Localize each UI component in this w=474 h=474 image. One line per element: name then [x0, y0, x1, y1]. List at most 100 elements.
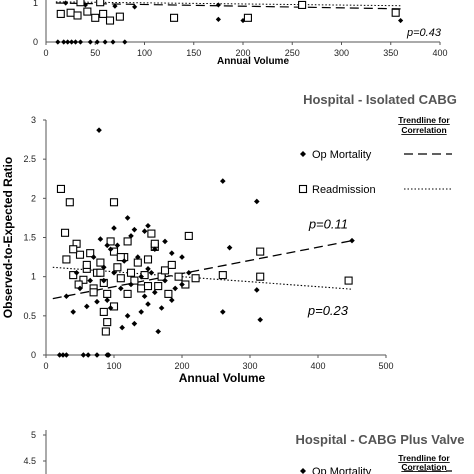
- x-tick-label: 0: [43, 361, 48, 371]
- top-readmission-point: [298, 0, 307, 10]
- top-mortality-point: [215, 16, 221, 22]
- x-axis-label: Annual Volume: [179, 371, 266, 385]
- mortality-point: [119, 324, 125, 331]
- bottom-title: Hospital - CABG Plus Valve: [295, 432, 464, 447]
- y-tick-label: 2: [31, 193, 36, 203]
- readmission-point: [256, 247, 265, 256]
- x-tick-label: 100: [106, 361, 121, 371]
- top-readmission-point: [391, 8, 400, 17]
- mortality-point: [141, 293, 148, 300]
- mortality-point: [152, 289, 158, 296]
- x-tick-label: 400: [310, 361, 325, 371]
- mortality-point: [169, 250, 175, 256]
- bottom-legend-mortality-label: Op Mortality: [312, 466, 372, 474]
- mortality-point: [145, 222, 151, 229]
- mortality-point: [145, 301, 151, 307]
- legend-header-line1: Trendline for: [398, 115, 450, 125]
- mortality-point: [60, 352, 66, 358]
- top-readmission-point: [56, 9, 65, 18]
- readmission-point: [126, 268, 136, 277]
- top-readmission-point: [83, 7, 92, 16]
- mortality-point: [121, 258, 127, 264]
- mortality-point: [179, 254, 185, 260]
- mortality-point: [85, 352, 91, 358]
- mortality-point: [96, 127, 102, 133]
- y-tick-label: 1.5: [23, 233, 36, 243]
- x-tick-label: 300: [242, 361, 257, 371]
- y-tick-label: 2.5: [23, 154, 36, 164]
- top-mortality-point: [132, 4, 138, 10]
- readmission-point: [116, 253, 125, 262]
- readmission-point: [164, 289, 173, 298]
- mortality-point: [84, 303, 90, 310]
- top-mortality-point: [55, 39, 61, 45]
- mortality-point: [63, 293, 70, 300]
- bottom-y-tick-label: 4.5: [23, 456, 36, 466]
- mortality-point: [77, 285, 83, 292]
- readmission-point: [60, 228, 70, 237]
- readmission-point: [56, 184, 66, 193]
- top-mortality-point: [65, 39, 71, 45]
- readmission-point: [143, 282, 153, 291]
- mortality-point: [186, 269, 192, 276]
- readmission-point: [82, 260, 91, 269]
- legend-header-line2: Correlation: [401, 125, 446, 135]
- top-x-tick-label: 350: [383, 48, 398, 58]
- top-mortality-point: [69, 39, 75, 45]
- readmission-point: [109, 198, 119, 207]
- bottom-legend-header-line1: Trendline for: [398, 453, 450, 463]
- bottom-y-tick-label: 5: [31, 430, 36, 440]
- readmission-point: [69, 245, 78, 254]
- top-readmission-point: [96, 0, 105, 7]
- mortality-point: [128, 233, 134, 239]
- mortality-point: [124, 313, 131, 319]
- readmission-point: [143, 255, 153, 264]
- readmission-point: [174, 272, 183, 281]
- top-mortality-point: [112, 3, 118, 9]
- mortality-point: [87, 277, 93, 284]
- top-mortality-point: [94, 39, 100, 45]
- legend-mortality-marker: [300, 151, 306, 157]
- y-tick-label: 0: [31, 350, 36, 360]
- top-x-tick-label: 0: [43, 48, 48, 58]
- mortality-point: [107, 305, 114, 311]
- mortality-point: [80, 352, 87, 358]
- mortality-point: [179, 281, 185, 288]
- top-mortality-point: [72, 39, 79, 45]
- readmission-point: [86, 249, 95, 258]
- top-readmission-point: [243, 13, 252, 22]
- top-mortality-trendline: [55, 2, 401, 10]
- mortality-point: [148, 269, 155, 276]
- top-mortality-point: [87, 39, 93, 45]
- top-readmission-point: [66, 8, 75, 17]
- mortality-point: [104, 297, 110, 303]
- top-x-tick-label: 300: [334, 48, 349, 58]
- top-x-tick-label: 150: [186, 48, 201, 58]
- top-y-tick-label: 0: [33, 37, 38, 47]
- top-readmission-point: [73, 11, 82, 20]
- mortality-point: [220, 178, 226, 184]
- mortality-point: [131, 226, 138, 233]
- top-mortality-point: [77, 39, 84, 45]
- mortality-point: [257, 316, 263, 323]
- y-tick-label: 0.5: [23, 311, 36, 321]
- mortality-point: [73, 269, 80, 276]
- mortality-point: [226, 244, 233, 251]
- readmission-point: [89, 288, 98, 297]
- y-axis-label: Observed-to-Expected Ratio: [1, 157, 15, 318]
- readmission-point: [147, 229, 156, 238]
- readmission-point: [103, 289, 112, 298]
- legend-readmission-marker: [298, 184, 308, 194]
- bottom-legend-header-line2: Correlation: [401, 462, 446, 472]
- top-readmission-point: [105, 16, 115, 25]
- legend-readmission-label: Readmission: [312, 184, 376, 196]
- mortality-point: [155, 328, 161, 335]
- mortality-point: [131, 320, 138, 327]
- mortality-point: [162, 238, 168, 245]
- readmission-point: [65, 198, 74, 207]
- readmission-point: [191, 274, 200, 283]
- mortality-point: [162, 277, 168, 284]
- top-mortality-point: [102, 39, 108, 45]
